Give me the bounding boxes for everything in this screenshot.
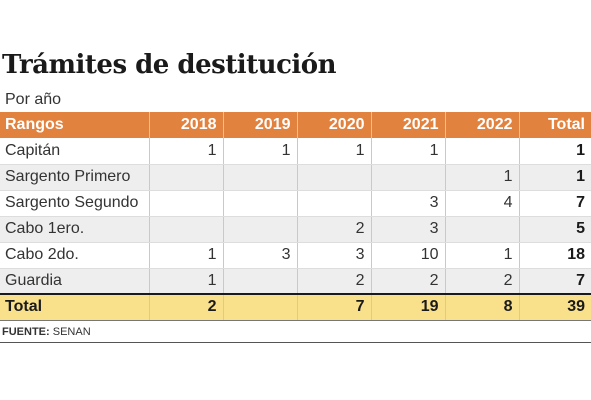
- totals-cell: 19: [371, 293, 446, 321]
- source-note: FUENTE: SENAN: [2, 326, 91, 338]
- totals-cell: 7: [297, 293, 372, 321]
- header-row: Rangos 2018 2019 2020 2021 2022 Total: [0, 112, 591, 138]
- column-header: 2019: [223, 112, 298, 138]
- chart-title: Trámites de destitución: [2, 50, 337, 80]
- table-row: Capitán 1 1 1 1 1: [0, 138, 591, 165]
- table-cell: [371, 164, 446, 191]
- table-cell: 1: [445, 164, 520, 191]
- source-text: SENAN: [52, 326, 91, 338]
- table-body: Capitán 1 1 1 1 1 Sargento Primero 1 1 Sargento S…: [0, 138, 591, 295]
- row-total: 18: [519, 242, 591, 269]
- table-row: Sargento Primero 1 1: [0, 164, 591, 191]
- column-header: 2018: [149, 112, 224, 138]
- table-cell: [297, 164, 372, 191]
- table-cell: 1: [445, 242, 520, 269]
- row-label: Sargento Segundo: [0, 190, 150, 217]
- table-cell: 2: [371, 268, 446, 295]
- row-total: 1: [519, 164, 591, 191]
- bottom-rule: [0, 342, 591, 343]
- column-header: Total: [519, 112, 591, 138]
- table-cell: 1: [297, 138, 372, 165]
- chart-subtitle: Por año: [5, 91, 62, 108]
- row-total: 1: [519, 138, 591, 165]
- column-header: 2020: [297, 112, 372, 138]
- table-cell: [445, 216, 520, 243]
- column-header: 2022: [445, 112, 520, 138]
- row-label: Cabo 1ero.: [0, 216, 150, 243]
- table-cell: [223, 164, 298, 191]
- table-cell: 1: [149, 242, 224, 269]
- table-cell: [149, 216, 224, 243]
- table-cell: [223, 216, 298, 243]
- source-label: FUENTE:: [2, 326, 50, 338]
- table-cell: 4: [445, 190, 520, 217]
- table-cell: 1: [223, 138, 298, 165]
- table-cell: [297, 190, 372, 217]
- table-row: Cabo 1ero. 2 3 5: [0, 216, 591, 243]
- table-cell: 1: [149, 138, 224, 165]
- table-row: Guardia 1 2 2 2 7: [0, 268, 591, 295]
- totals-cell: 2: [149, 293, 224, 321]
- table-row: Sargento Segundo 3 4 7: [0, 190, 591, 217]
- grand-total: 39: [519, 293, 591, 321]
- row-label: Cabo 2do.: [0, 242, 150, 269]
- table-row: Cabo 2do. 1 3 3 10 1 18: [0, 242, 591, 269]
- row-total: 7: [519, 268, 591, 295]
- table-cell: [445, 138, 520, 165]
- table-cell: 1: [371, 138, 446, 165]
- table-cell: [149, 190, 224, 217]
- data-table: Rangos 2018 2019 2020 2021 2022 Total Capitán 1…: [0, 112, 591, 321]
- table-cell: 2: [297, 216, 372, 243]
- table-cell: 2: [445, 268, 520, 295]
- totals-row: Total 2 7 19 8 39: [0, 293, 591, 321]
- column-header: 2021: [371, 112, 446, 138]
- totals-cell: [223, 293, 298, 321]
- table-cell: 3: [297, 242, 372, 269]
- table-cell: 3: [371, 216, 446, 243]
- totals-label: Total: [0, 293, 150, 321]
- row-label: Capitán: [0, 138, 150, 165]
- table-cell: 1: [149, 268, 224, 295]
- row-total: 5: [519, 216, 591, 243]
- table-cell: 10: [371, 242, 446, 269]
- table-cell: 3: [371, 190, 446, 217]
- table-cell: [223, 268, 298, 295]
- row-label: Guardia: [0, 268, 150, 295]
- table-cell: [223, 190, 298, 217]
- table-cell: 2: [297, 268, 372, 295]
- row-total: 7: [519, 190, 591, 217]
- table-cell: 3: [223, 242, 298, 269]
- totals-cell: 8: [445, 293, 520, 321]
- row-label: Sargento Primero: [0, 164, 150, 191]
- column-header: Rangos: [0, 112, 150, 138]
- table-cell: [149, 164, 224, 191]
